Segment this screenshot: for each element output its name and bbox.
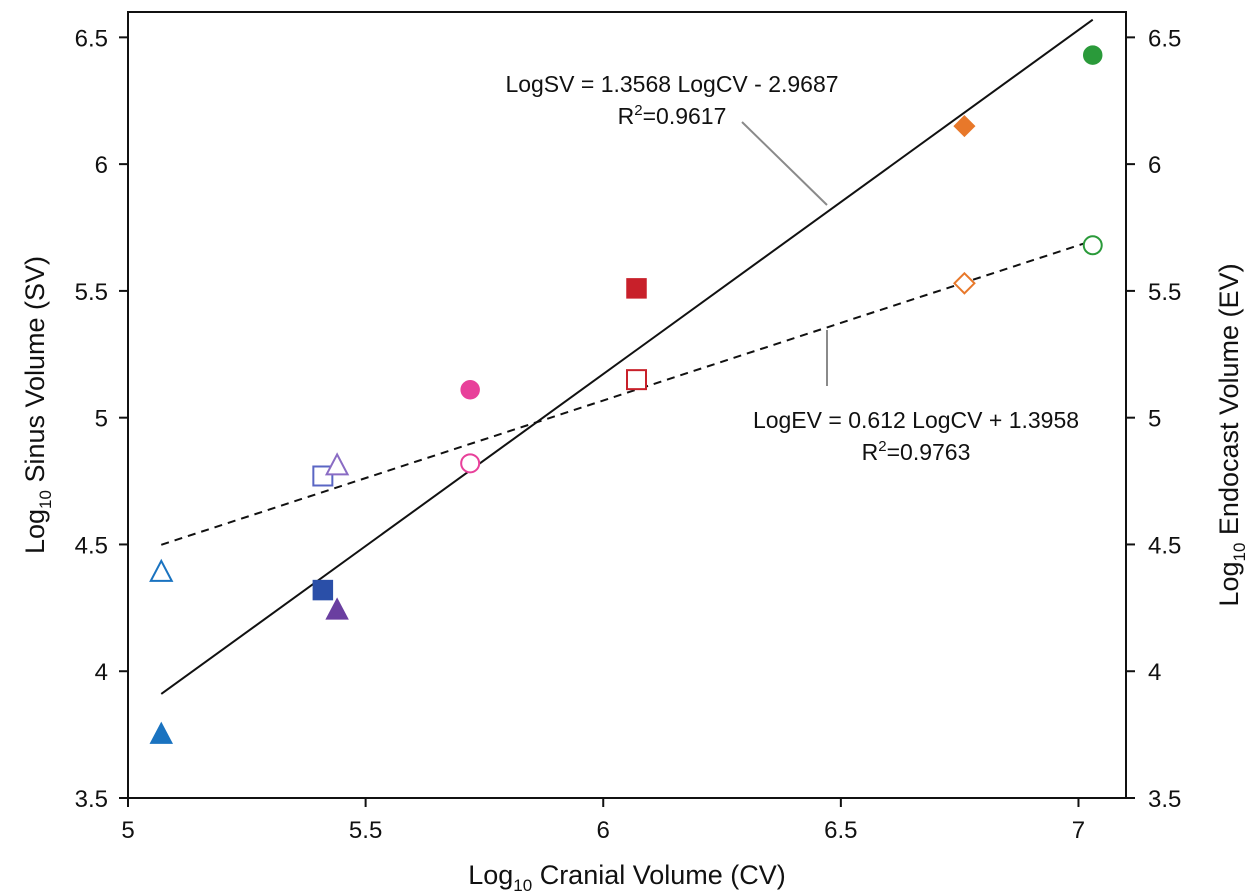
y-tick-label: 5: [95, 406, 108, 433]
trendline-logev: [160, 239, 1094, 546]
data-point-triangle-filled: [149, 721, 174, 744]
x-tick-label: 5: [121, 817, 134, 844]
data-points: [149, 45, 1103, 744]
y-axis-title: Log10 Sinus Volume (SV): [20, 256, 55, 554]
data-point-circle-open: [1082, 235, 1103, 256]
y2-tick-label: 4: [1148, 659, 1161, 686]
x-tick-label: 7: [1072, 817, 1085, 844]
y-axis-left: 3.5 4 4.5 5 5.5 6 6.5: [75, 25, 128, 813]
y2-tick-label: 3.5: [1148, 786, 1181, 813]
data-point-triangle-filled: [325, 597, 349, 620]
data-point-diamond-open: [953, 271, 976, 295]
data-point-diamond-filled: [953, 115, 976, 138]
y-tick-label: 6: [95, 152, 108, 179]
y-tick-label: 4: [95, 659, 108, 686]
y-tick-label: 4.5: [75, 532, 108, 559]
sv-leader-line: [741, 121, 828, 206]
data-point-circle-filled: [1082, 45, 1103, 65]
y-tick-label: 5.5: [75, 279, 108, 306]
data-point-square-filled: [312, 579, 334, 601]
x-axis-title: Log10 Cranial Volume (CV): [468, 860, 786, 895]
data-point-circle-open: [460, 453, 481, 474]
y2-tick-label: 4.5: [1148, 532, 1181, 559]
sv-equation: LogSV = 1.3568 LogCV - 2.9687: [505, 71, 838, 97]
data-point-circle-filled: [460, 380, 480, 400]
data-point-triangle-open: [149, 558, 174, 582]
data-point-square-open: [626, 369, 648, 391]
sv-r2: R2=0.9617: [618, 102, 727, 129]
y2-axis-title: Log10 Endocast Volume (EV): [1214, 263, 1249, 606]
x-tick-label: 6: [597, 817, 610, 844]
ev-r2: R2=0.9763: [862, 438, 971, 465]
x-axis: 5 5.5 6 6.5 7: [121, 798, 1085, 844]
y-tick-label: 3.5: [75, 786, 108, 813]
y2-tick-label: 5: [1148, 406, 1161, 433]
y2-tick-label: 6.5: [1148, 25, 1181, 52]
annotation-leaders: [741, 121, 828, 386]
y-axis-right: 3.5 4 4.5 5 5.5 6 6.5: [1126, 25, 1181, 813]
y-tick-label: 6.5: [75, 25, 108, 52]
y2-tick-label: 6: [1148, 152, 1161, 179]
y2-tick-label: 5.5: [1148, 279, 1181, 306]
plot-area: [127, 11, 1127, 799]
x-tick-label: 6.5: [824, 817, 857, 844]
data-point-square-filled: [626, 278, 647, 299]
ev-equation: LogEV = 0.612 LogCV + 1.3958: [753, 407, 1079, 433]
x-tick-label: 5.5: [349, 817, 382, 844]
data-point-triangle-open: [324, 452, 350, 476]
